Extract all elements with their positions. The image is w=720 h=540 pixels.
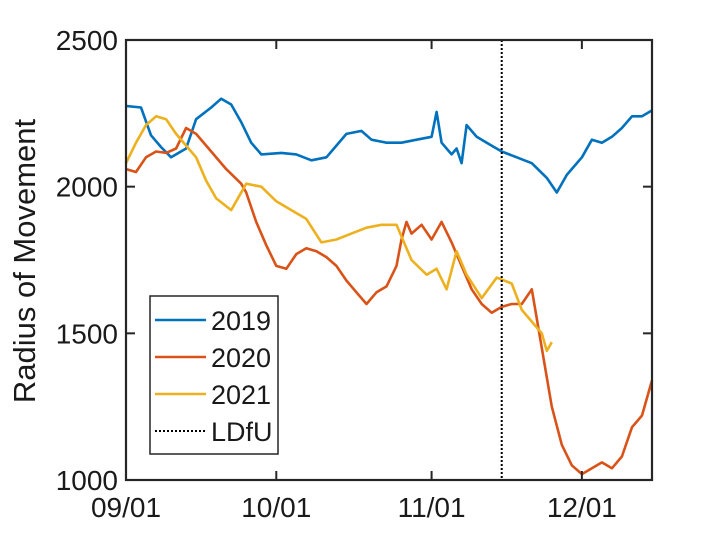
series-line-2020 — [125, 126, 654, 476]
y-tick-label: 1000 — [56, 465, 118, 496]
series-line-2021 — [124, 115, 553, 353]
x-tick-label: 12/01 — [547, 492, 617, 523]
y-tick-label: 2500 — [56, 25, 118, 56]
legend-label-2019: 2019 — [211, 306, 271, 336]
y-tick-label: 2000 — [56, 172, 118, 203]
legend-label-LDfU: LDfU — [211, 417, 273, 447]
x-tick-label: 10/01 — [241, 492, 311, 523]
series-line-2019 — [125, 97, 653, 194]
y-axis-ticks: 1000 1500 2000 2500 — [56, 25, 652, 496]
y-tick-label: 1500 — [56, 318, 118, 349]
plot-area-frame — [124, 38, 654, 482]
legend: 2019 2020 2021 LDfU — [149, 295, 279, 455]
series-layer — [124, 97, 654, 476]
x-axis-ticks: 09/01 10/01 11/01 12/01 — [91, 40, 617, 523]
x-tick-label: 11/01 — [398, 492, 466, 523]
legend-label-2020: 2020 — [211, 343, 271, 373]
x-tick-label: 09/01 — [91, 492, 161, 523]
legend-label-2021: 2021 — [211, 380, 271, 410]
y-axis-label: Radius of Movement — [7, 118, 42, 403]
legend-box — [149, 295, 279, 455]
